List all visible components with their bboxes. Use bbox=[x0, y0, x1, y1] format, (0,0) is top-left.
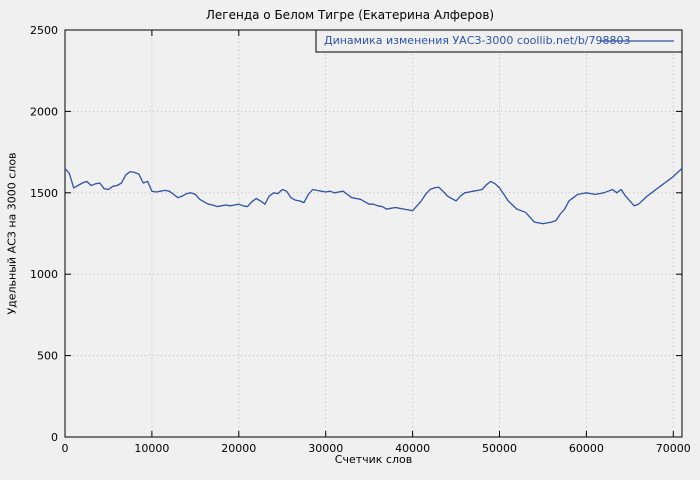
y-tick-label: 1500 bbox=[30, 187, 58, 200]
y-tick-label: 500 bbox=[37, 350, 58, 363]
x-tick-label: 40000 bbox=[395, 442, 430, 455]
x-axis-label: Счетчик слов bbox=[334, 453, 413, 466]
legend-label: Динамика изменения УАСЗ-3000 coollib.net… bbox=[324, 34, 631, 47]
x-tick-label: 10000 bbox=[134, 442, 169, 455]
x-tick-label: 60000 bbox=[569, 442, 604, 455]
x-tick-label: 0 bbox=[62, 442, 69, 455]
data-series-line bbox=[64, 167, 683, 225]
y-tick-label: 2000 bbox=[30, 105, 58, 118]
y-tick-label: 1000 bbox=[30, 268, 58, 281]
x-tick-label: 50000 bbox=[482, 442, 517, 455]
y-tick-label: 2500 bbox=[30, 24, 58, 37]
plot-border bbox=[64, 29, 683, 438]
chart-title: Легенда о Белом Тигре (Екатерина Алферов… bbox=[205, 8, 495, 22]
x-tick-label: 70000 bbox=[656, 442, 691, 455]
legend-box bbox=[315, 29, 683, 53]
y-tick-label: 0 bbox=[51, 431, 58, 444]
x-tick-label: 20000 bbox=[221, 442, 256, 455]
x-tick-label: 30000 bbox=[308, 442, 343, 455]
